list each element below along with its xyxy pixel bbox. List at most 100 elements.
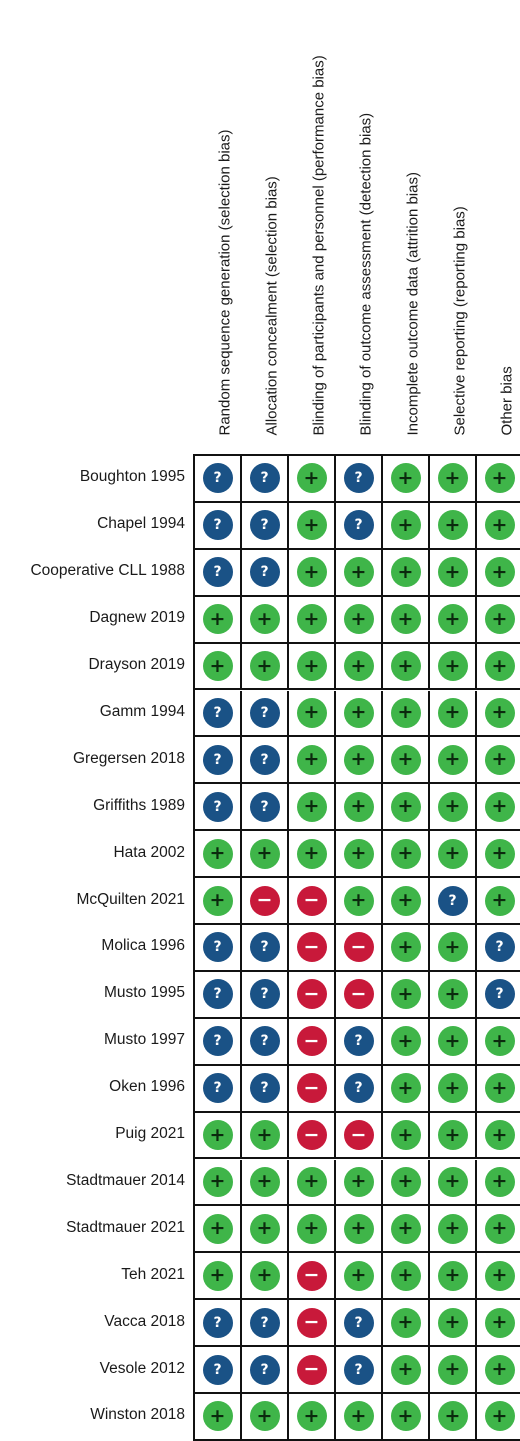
rating-cell: + bbox=[383, 1253, 430, 1301]
high-risk-icon: − bbox=[296, 1120, 327, 1151]
rating-cell: + bbox=[289, 456, 336, 503]
study-label: Vacca 2018 bbox=[104, 1312, 185, 1330]
rating-cell: + bbox=[242, 596, 289, 644]
low-risk-icon: + bbox=[343, 604, 374, 635]
study-label: Vesole 2012 bbox=[99, 1359, 185, 1377]
unclear-risk-icon: ? bbox=[249, 1073, 280, 1104]
unclear-risk-icon: ? bbox=[249, 932, 280, 963]
low-risk-icon: + bbox=[202, 1166, 233, 1197]
unclear-risk-icon: ? bbox=[343, 510, 374, 541]
rating-cell: − bbox=[289, 1300, 336, 1348]
rating-cell: + bbox=[336, 737, 383, 785]
unclear-risk-icon: ? bbox=[249, 979, 280, 1010]
rating-cell: + bbox=[477, 1160, 520, 1207]
rating-cell: + bbox=[383, 596, 430, 644]
unclear-risk-icon: ? bbox=[249, 1354, 280, 1385]
column-header-label: Other bias bbox=[498, 366, 515, 436]
low-risk-icon: + bbox=[484, 510, 515, 541]
rating-cell: + bbox=[383, 549, 430, 597]
study-label: Musto 1997 bbox=[104, 1031, 185, 1049]
low-risk-icon: + bbox=[296, 791, 327, 822]
rating-cell: + bbox=[289, 549, 336, 597]
unclear-risk-icon: ? bbox=[343, 1354, 374, 1385]
low-risk-icon: + bbox=[390, 979, 421, 1010]
rating-cell: + bbox=[195, 1159, 242, 1207]
rating-cell: − bbox=[242, 878, 289, 925]
low-risk-icon: + bbox=[484, 697, 515, 728]
rating-cell: + bbox=[477, 784, 520, 832]
low-risk-icon: + bbox=[296, 1401, 327, 1432]
low-risk-icon: + bbox=[390, 510, 421, 541]
low-risk-icon: + bbox=[343, 1213, 374, 1244]
study-label: Gamm 1994 bbox=[99, 702, 185, 720]
rating-cell: + bbox=[242, 643, 289, 691]
column-header: Incomplete outcome data (attrition bias) bbox=[381, 4, 428, 444]
rating-cell: + bbox=[383, 878, 430, 925]
rating-cell: ? bbox=[336, 1300, 383, 1348]
study-label: Gregersen 2018 bbox=[72, 749, 185, 767]
study-label: Teh 2021 bbox=[121, 1265, 185, 1283]
low-risk-icon: + bbox=[437, 1026, 468, 1057]
high-risk-icon: − bbox=[296, 1073, 327, 1104]
unclear-risk-icon: ? bbox=[202, 979, 233, 1010]
study-label: Molica 1996 bbox=[101, 937, 185, 955]
low-risk-icon: + bbox=[343, 651, 374, 682]
low-risk-icon: + bbox=[437, 463, 468, 494]
rating-cell: + bbox=[477, 597, 520, 644]
rating-cell: + bbox=[477, 503, 520, 550]
rating-cell: + bbox=[430, 971, 477, 1019]
unclear-risk-icon: ? bbox=[202, 557, 233, 588]
rating-cell: + bbox=[430, 737, 477, 785]
rating-cell: + bbox=[383, 690, 430, 738]
rating-cell: + bbox=[383, 925, 430, 972]
rating-cell: + bbox=[289, 1206, 336, 1254]
rating-cell: + bbox=[195, 878, 242, 925]
low-risk-icon: + bbox=[249, 651, 280, 682]
low-risk-icon: + bbox=[343, 697, 374, 728]
low-risk-icon: + bbox=[202, 1213, 233, 1244]
low-risk-icon: + bbox=[343, 885, 374, 916]
low-risk-icon: + bbox=[437, 1354, 468, 1385]
low-risk-icon: + bbox=[484, 557, 515, 588]
column-header-label: Selective reporting (reporting bias) bbox=[451, 206, 468, 436]
study-label: Oken 1996 bbox=[109, 1078, 185, 1096]
rating-cell: + bbox=[289, 1159, 336, 1207]
rating-cell: + bbox=[242, 1206, 289, 1254]
low-risk-icon: + bbox=[249, 1166, 280, 1197]
rating-cell: + bbox=[289, 596, 336, 644]
unclear-risk-icon: ? bbox=[202, 1073, 233, 1104]
low-risk-icon: + bbox=[484, 604, 515, 635]
unclear-risk-icon: ? bbox=[484, 932, 515, 963]
low-risk-icon: + bbox=[343, 1401, 374, 1432]
study-label: Drayson 2019 bbox=[88, 656, 185, 674]
rating-cell: + bbox=[383, 1018, 430, 1066]
low-risk-icon: + bbox=[249, 1120, 280, 1151]
rating-cell: ? bbox=[195, 784, 242, 832]
rating-cell: ? bbox=[195, 1347, 242, 1394]
column-header: Random sequence generation (selection bi… bbox=[193, 4, 240, 444]
rating-cell: − bbox=[336, 1112, 383, 1160]
low-risk-icon: + bbox=[390, 604, 421, 635]
column-header-label: Blinding of outcome assessment (detectio… bbox=[357, 112, 374, 436]
low-risk-icon: + bbox=[390, 791, 421, 822]
rating-cell: ? bbox=[242, 784, 289, 832]
low-risk-icon: + bbox=[390, 1401, 421, 1432]
unclear-risk-icon: ? bbox=[202, 697, 233, 728]
rating-cell: + bbox=[383, 1206, 430, 1254]
rating-cell: + bbox=[195, 831, 242, 879]
unclear-risk-icon: ? bbox=[484, 979, 515, 1010]
rating-cell: + bbox=[195, 643, 242, 691]
rating-cell: + bbox=[477, 878, 520, 925]
study-label: Chapel 1994 bbox=[97, 515, 185, 533]
low-risk-icon: + bbox=[249, 1260, 280, 1291]
rating-cell: + bbox=[242, 1159, 289, 1207]
column-header: Allocation concealment (selection bias) bbox=[240, 4, 287, 444]
rating-cell: + bbox=[242, 1112, 289, 1160]
unclear-risk-icon: ? bbox=[202, 744, 233, 775]
unclear-risk-icon: ? bbox=[249, 791, 280, 822]
low-risk-icon: + bbox=[390, 651, 421, 682]
rating-cell: + bbox=[242, 1253, 289, 1301]
rating-cell: + bbox=[430, 502, 477, 550]
column-header-label: Allocation concealment (selection bias) bbox=[263, 176, 280, 436]
study-label: Griffiths 1989 bbox=[93, 796, 185, 814]
